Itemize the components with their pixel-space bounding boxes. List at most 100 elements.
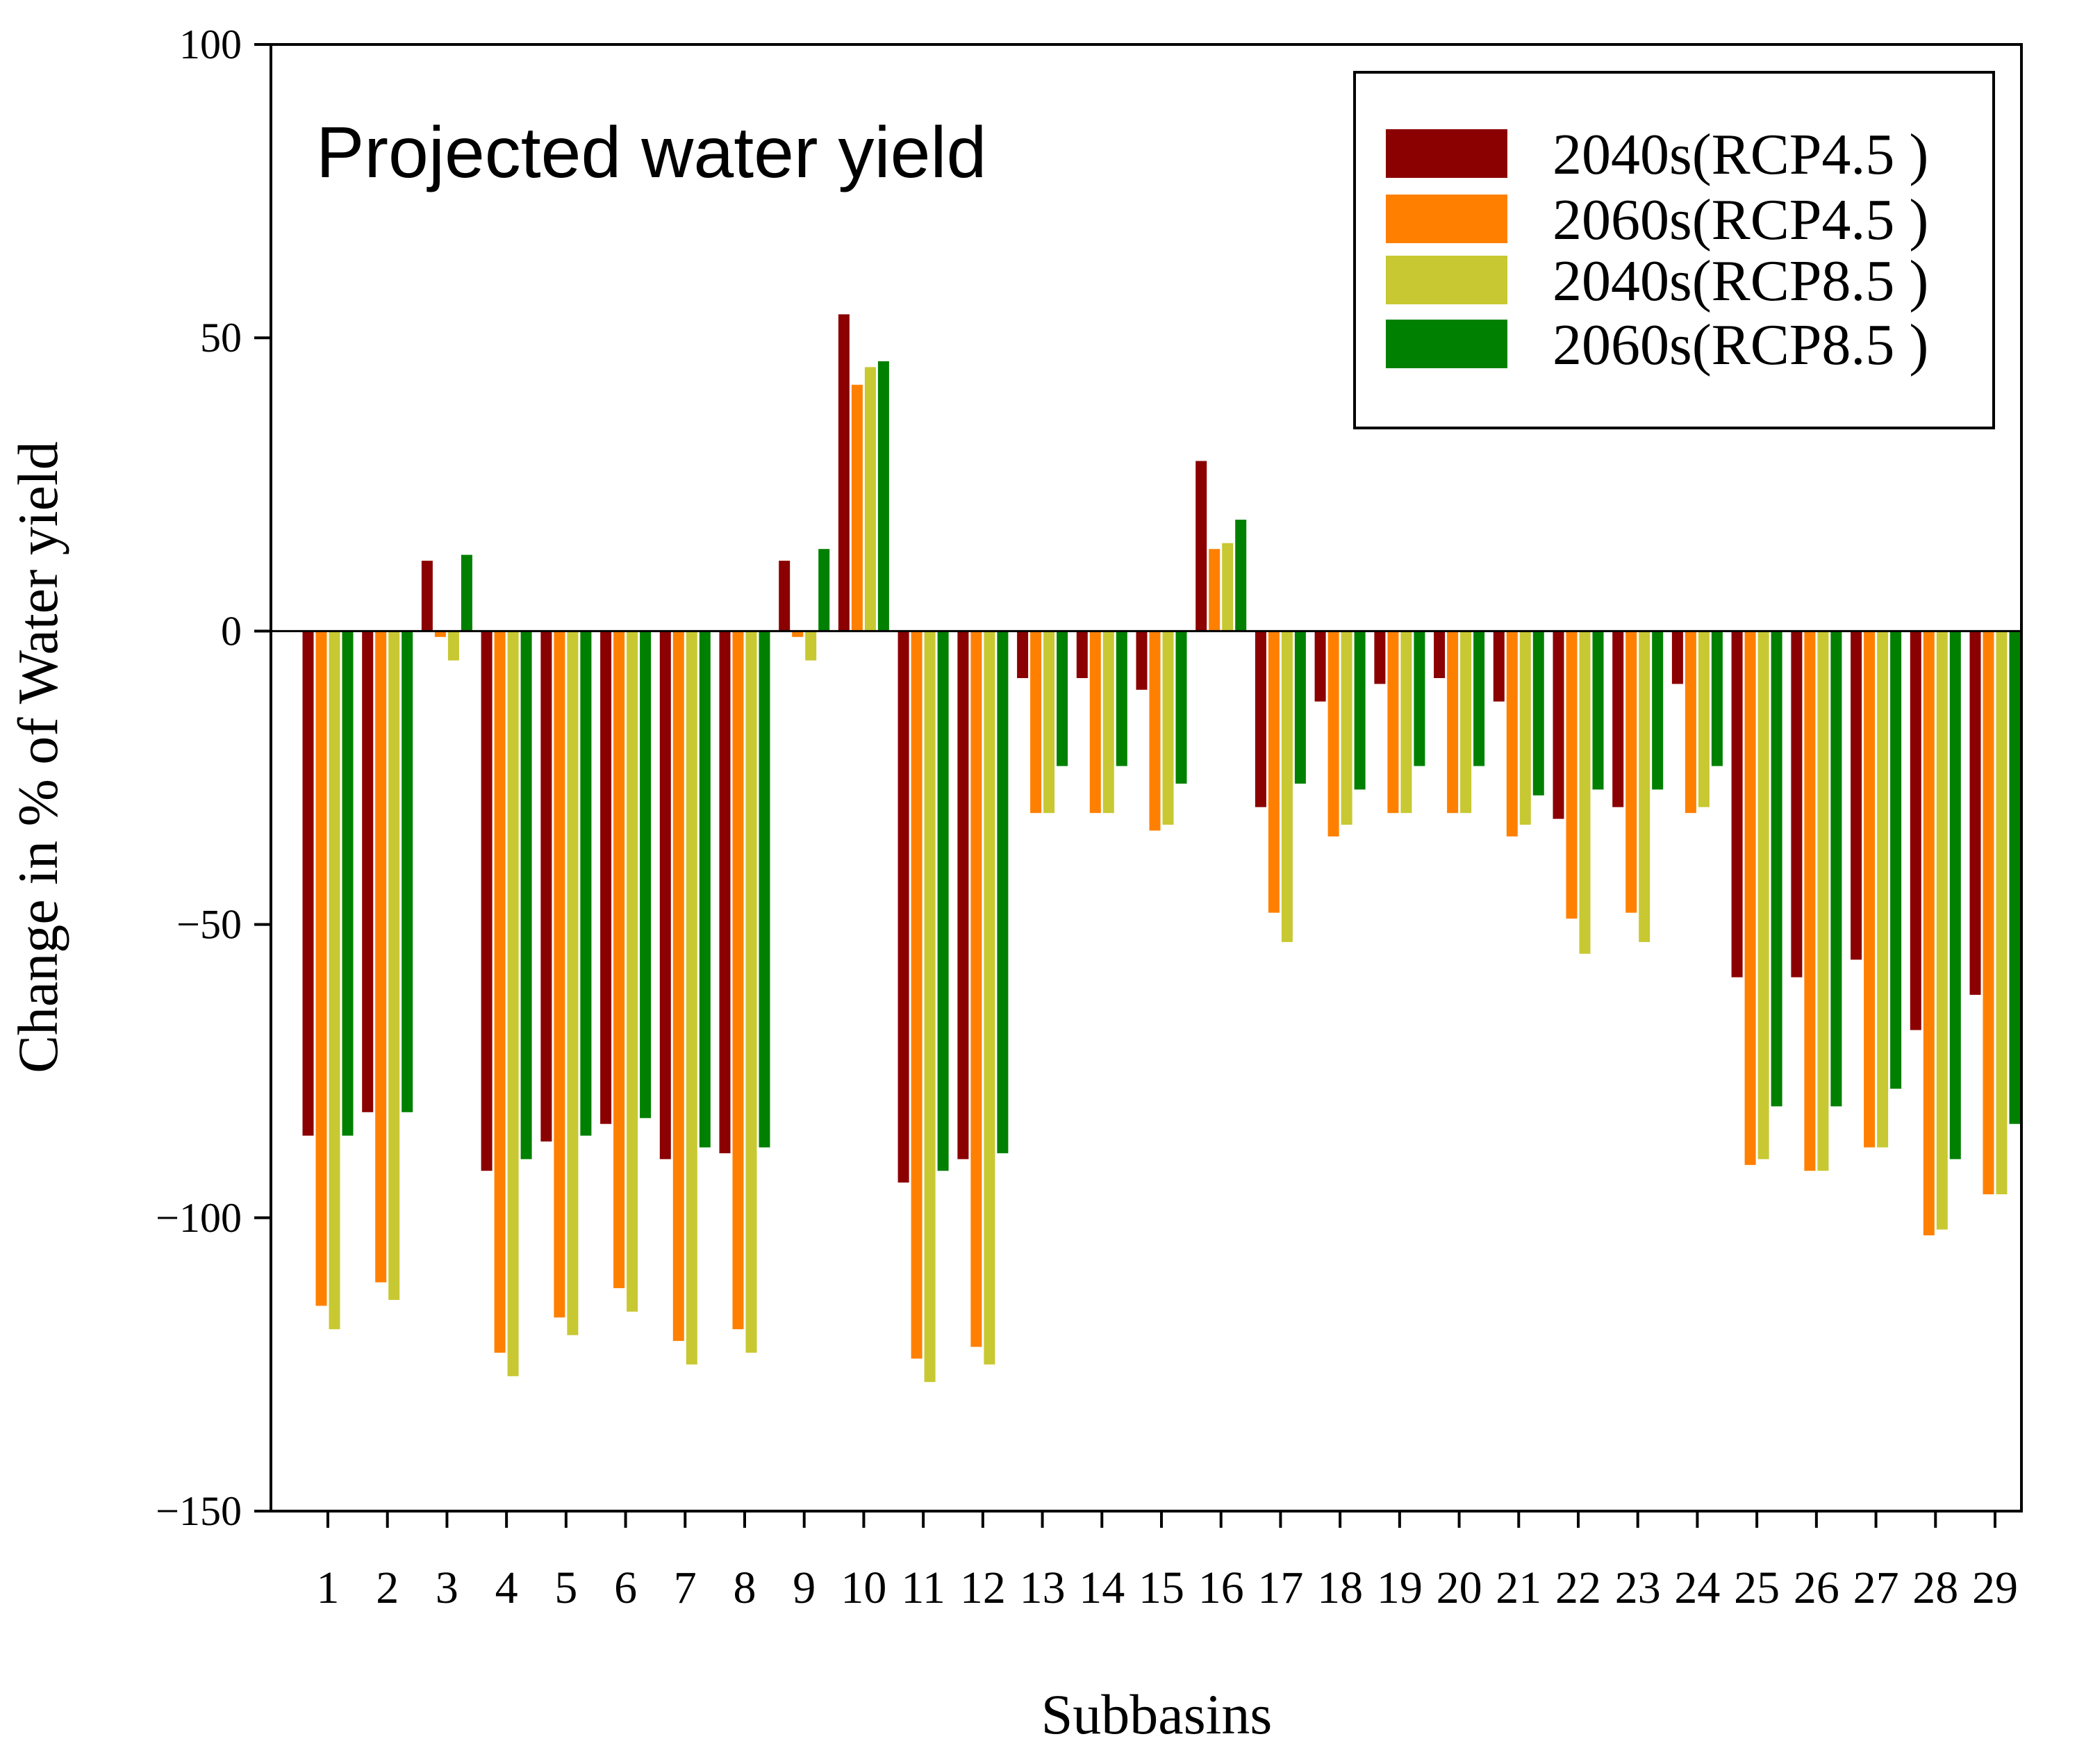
bar-subbasin-1-series-3 [329,631,340,1330]
bar-subbasin-9-series-1 [779,561,791,632]
x-tick-label-4: 4 [495,1563,518,1613]
bar-subbasin-13-series-2 [1030,631,1042,814]
x-tick-label-29: 29 [1972,1563,2018,1613]
bar-subbasin-19-series-4 [1414,631,1425,766]
x-tick-label-17: 17 [1257,1563,1303,1613]
bar-subbasin-11-series-2 [911,631,922,1359]
bar-subbasin-23-series-4 [1652,631,1664,790]
bar-subbasin-24-series-4 [1711,631,1723,766]
x-tick-label-27: 27 [1853,1563,1899,1613]
bar-subbasin-17-series-2 [1268,631,1280,913]
bar-subbasin-12-series-4 [997,631,1009,1153]
bar-subbasin-18-series-3 [1341,631,1352,825]
bar-subbasin-28-series-1 [1910,631,1921,1030]
y-tick-label: −50 [176,902,242,948]
bar-subbasin-6-series-1 [600,631,612,1124]
y-tick-label: 50 [200,315,242,361]
bar-subbasin-13-series-4 [1057,631,1068,766]
bar-subbasin-7-series-3 [686,631,697,1365]
x-tick-label-20: 20 [1437,1563,1482,1613]
bar-subbasin-2-series-3 [388,631,400,1300]
bar-subbasin-23-series-1 [1612,631,1624,807]
x-tick-label-25: 25 [1734,1563,1780,1613]
bar-subbasin-26-series-1 [1791,631,1803,978]
bar-subbasin-10-series-3 [864,367,876,632]
bar-subbasin-22-series-4 [1592,631,1604,790]
bar-subbasin-3-series-3 [447,631,459,661]
bar-subbasin-25-series-1 [1731,631,1743,978]
bar-subbasin-10-series-2 [851,384,863,632]
bar-subbasin-15-series-1 [1136,631,1148,690]
bar-subbasin-12-series-2 [970,631,982,1347]
bar-subbasin-24-series-2 [1685,631,1696,814]
bar-subbasin-29-series-1 [1969,631,1981,995]
y-tick-label: −100 [156,1195,242,1241]
bar-subbasin-28-series-4 [1949,631,1961,1160]
bar-subbasin-7-series-2 [672,631,684,1342]
bar-subbasin-5-series-2 [554,631,565,1318]
x-tick-label-21: 21 [1496,1563,1541,1613]
bar-subbasin-25-series-4 [1771,631,1782,1107]
legend-swatch-2040s-rcp45 [1386,129,1507,178]
bar-subbasin-20-series-4 [1473,631,1485,766]
x-tick-label-12: 12 [960,1563,1006,1613]
bar-subbasin-5-series-4 [580,631,592,1136]
bars-layer [302,314,2021,1383]
bar-subbasin-17-series-4 [1294,631,1306,784]
x-tick-label-1: 1 [317,1563,340,1613]
bar-subbasin-26-series-3 [1817,631,1829,1171]
bar-subbasin-29-series-2 [1983,631,1994,1194]
x-tick-label-16: 16 [1198,1563,1244,1613]
bar-subbasin-10-series-1 [838,314,850,632]
bar-subbasin-19-series-1 [1374,631,1386,684]
legend-label-2060s-rcp45: 2060s(RCP4.5 ) [1553,188,1928,252]
bar-subbasin-13-series-1 [1017,631,1029,678]
bar-subbasin-19-series-2 [1387,631,1399,814]
x-tick-label-24: 24 [1674,1563,1720,1613]
bar-subbasin-16-series-3 [1222,543,1234,632]
bar-subbasin-29-series-3 [1996,631,2008,1194]
bar-subbasin-22-series-1 [1553,631,1564,819]
bar-subbasin-14-series-4 [1116,631,1127,766]
bar-subbasin-28-series-3 [1936,631,1948,1230]
x-tick-label-8: 8 [734,1563,756,1613]
bar-subbasin-5-series-3 [567,631,579,1335]
bar-subbasin-15-series-4 [1175,631,1187,784]
y-axis-title: Change in % of Water yield [6,441,69,1073]
bar-subbasin-1-series-2 [315,631,327,1306]
bar-subbasin-24-series-1 [1671,631,1683,684]
bar-subbasin-2-series-4 [402,631,413,1112]
bar-subbasin-10-series-4 [877,361,889,632]
bar-subbasin-5-series-1 [540,631,552,1141]
bar-subbasin-25-series-2 [1744,631,1756,1165]
x-tick-label-13: 13 [1020,1563,1066,1613]
bar-subbasin-14-series-2 [1089,631,1101,814]
bar-subbasin-3-series-1 [421,561,433,632]
bar-subbasin-22-series-2 [1566,631,1578,919]
x-tick-label-11: 11 [901,1563,945,1613]
bar-subbasin-15-series-3 [1162,631,1174,825]
bar-subbasin-18-series-2 [1327,631,1339,836]
bar-subbasin-4-series-3 [507,631,519,1376]
bar-subbasin-17-series-1 [1255,631,1266,807]
bar-subbasin-13-series-3 [1043,631,1055,814]
legend-swatch-2060s-rcp45 [1386,195,1507,243]
bar-subbasin-12-series-3 [984,631,995,1365]
bar-subbasin-7-series-4 [699,631,711,1148]
bar-subbasin-23-series-2 [1625,631,1637,913]
bar-subbasin-16-series-2 [1209,549,1220,632]
bar-subbasin-26-series-2 [1804,631,1816,1171]
x-tick-label-19: 19 [1377,1563,1423,1613]
x-tick-label-22: 22 [1555,1563,1601,1613]
bar-subbasin-4-series-4 [520,631,532,1160]
x-tick-label-28: 28 [1912,1563,1958,1613]
bar-subbasin-21-series-1 [1493,631,1505,702]
bar-subbasin-6-series-4 [640,631,652,1119]
bar-subbasin-3-series-2 [434,631,446,637]
x-tick-label-10: 10 [841,1563,886,1613]
bar-subbasin-21-series-4 [1532,631,1544,796]
bar-subbasin-11-series-1 [897,631,909,1183]
bar-subbasin-6-series-3 [627,631,638,1312]
